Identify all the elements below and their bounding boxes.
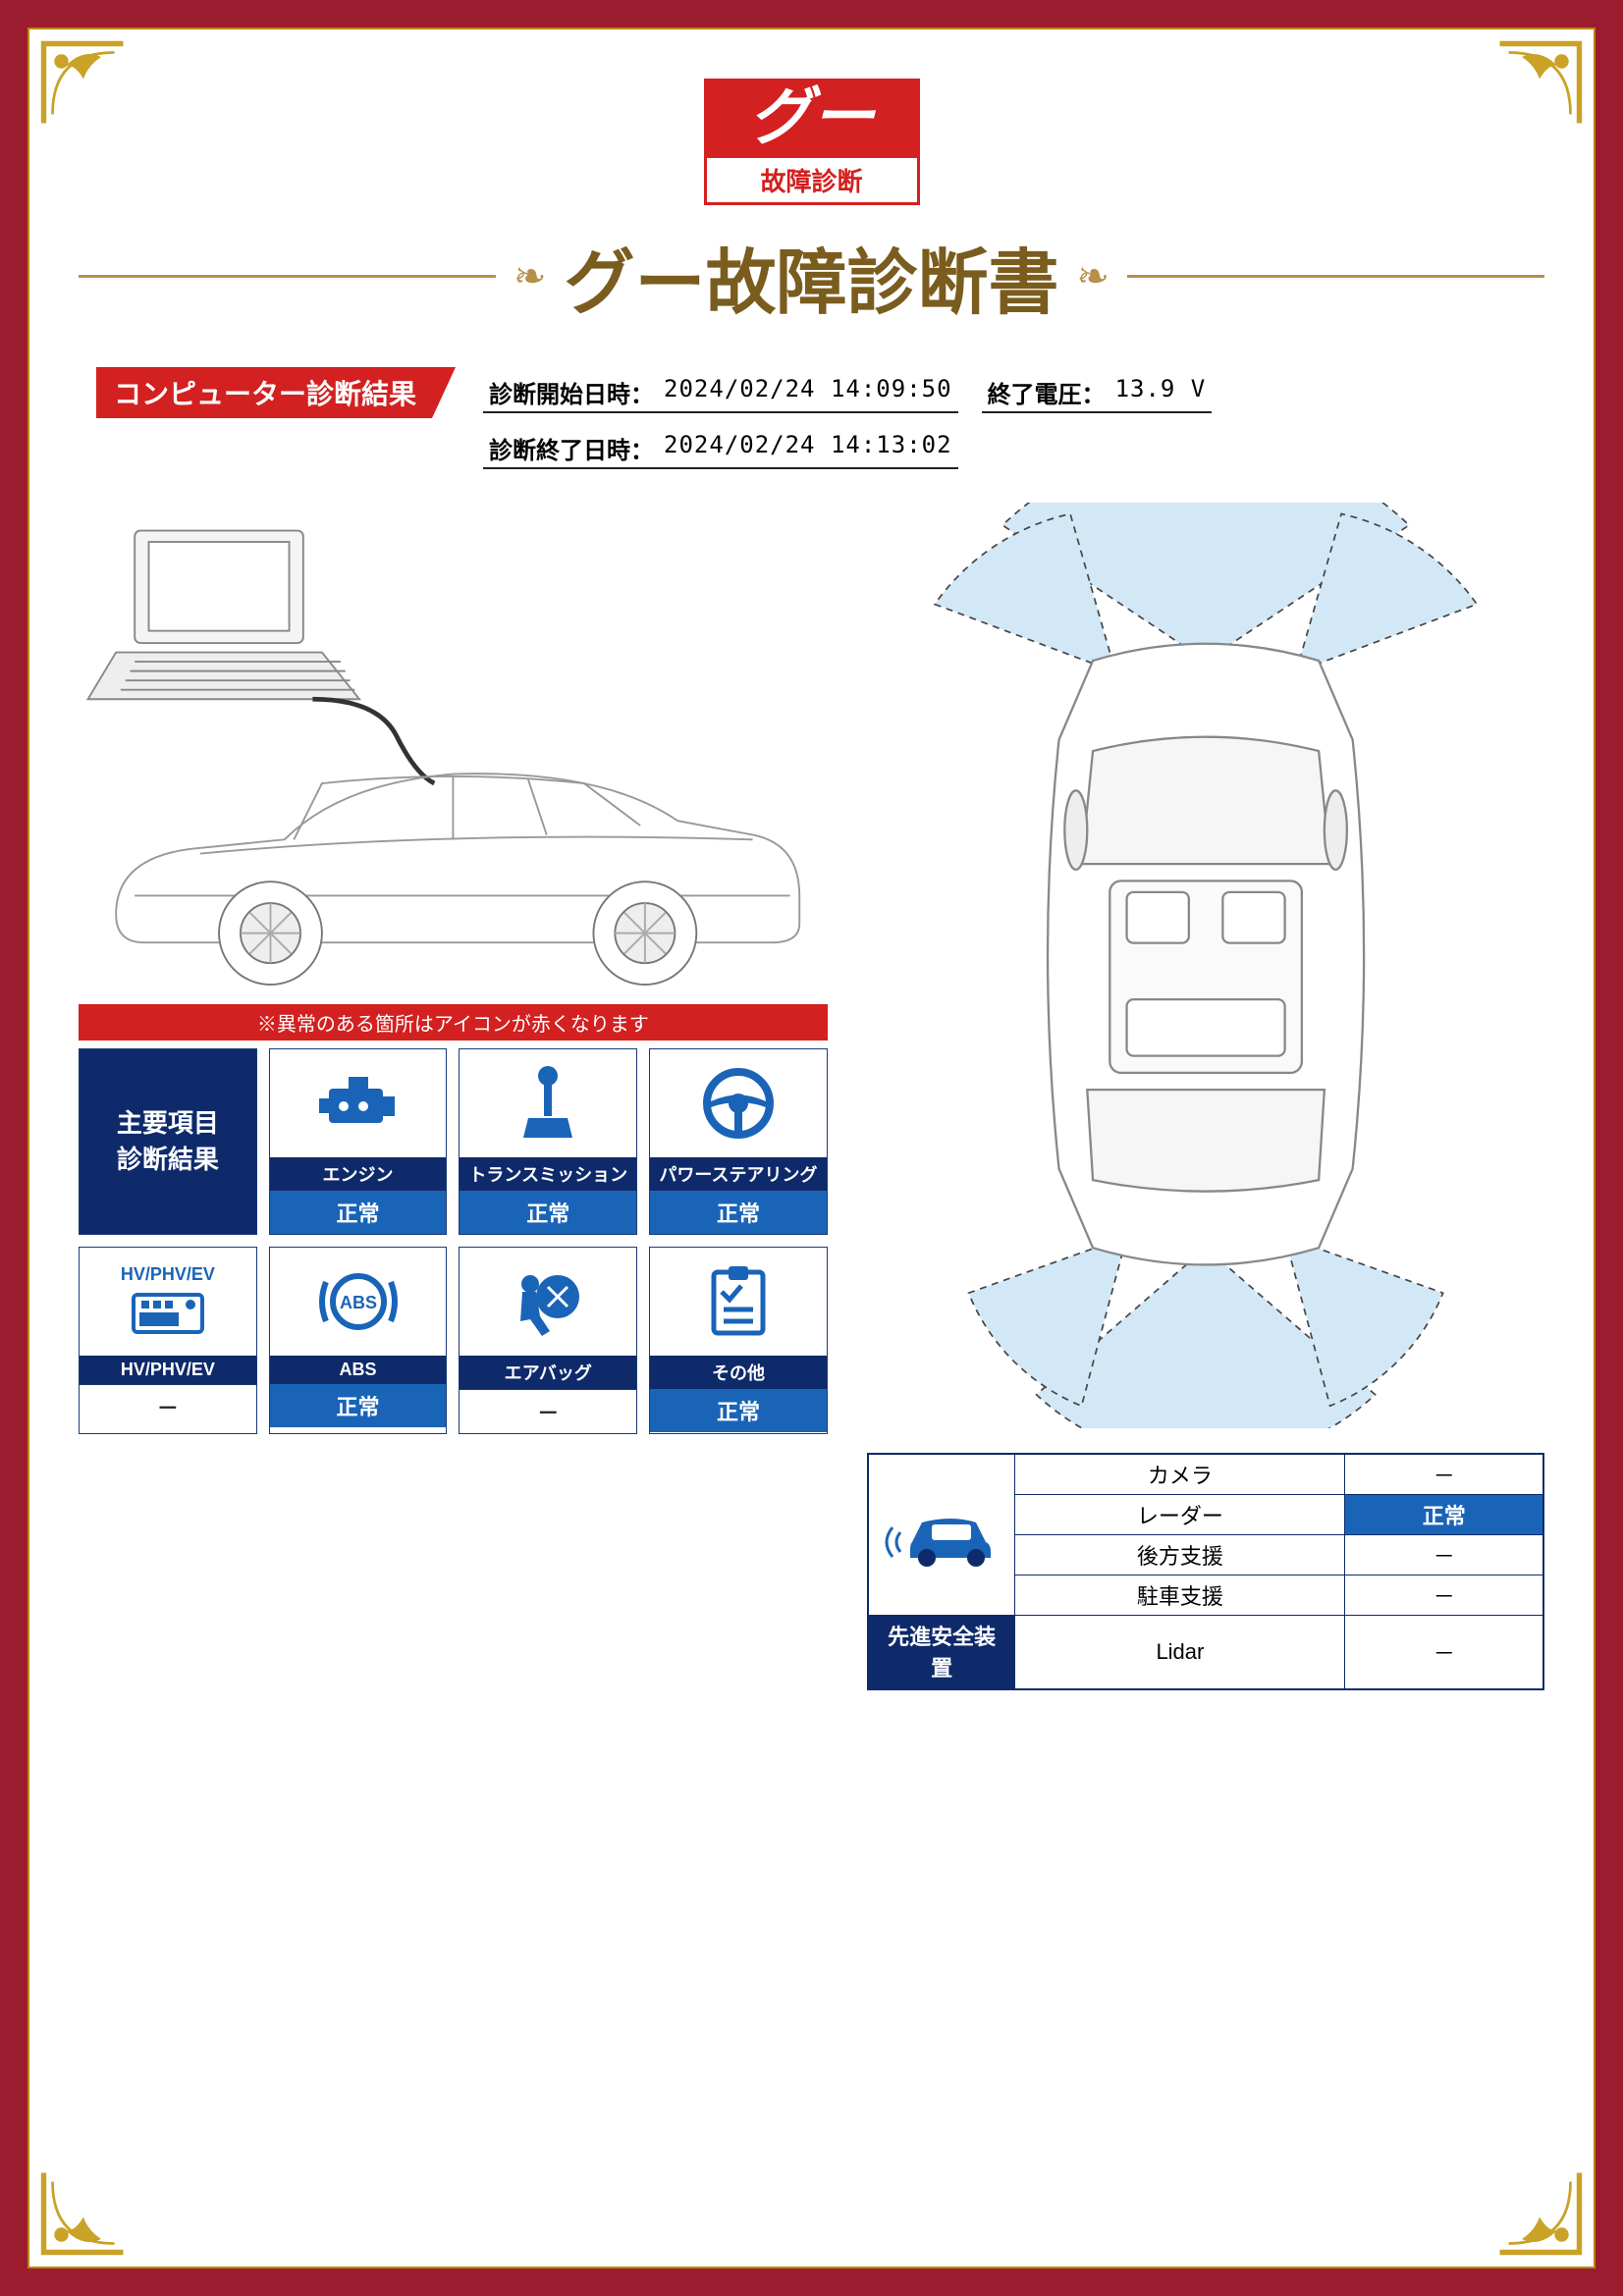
hv-top-text: HV/PHV/EV [121, 1264, 215, 1285]
meta-end-label: 診断終了日時： [489, 431, 654, 465]
notice-text: ※異常のある箇所はアイコンが赤くなります [79, 1004, 828, 1041]
tile-label: HV/PHV/EV [80, 1356, 256, 1384]
tile-status: － [460, 1389, 636, 1433]
tile-hv: HV/PHV/EV HV/PHV/EV － [79, 1247, 257, 1434]
logo-sub: 故障診断 [707, 158, 917, 202]
corner-flourish-icon [1495, 2168, 1584, 2257]
safety-row-label: 後方支援 [1015, 1535, 1345, 1575]
safety-header: 先進安全装置 [868, 1616, 1015, 1690]
meta-end: 診断終了日時： 2024/02/24 14:13:02 [483, 427, 958, 469]
tile-other: その他 正常 [649, 1247, 828, 1434]
safety-row-label: カメラ [1015, 1454, 1345, 1495]
tile-status: 正常 [650, 1389, 827, 1432]
meta-volt-label: 終了電圧： [988, 375, 1106, 409]
meta-volt-value: 13.9 V [1115, 375, 1207, 409]
safety-table: カメラ － レーダー 正常 後方支援 － 駐車支援 － [867, 1453, 1544, 1690]
tile-abs: ABS ABS 正常 [269, 1247, 448, 1434]
brand-logo: グー 故障診断 [704, 79, 920, 205]
corner-flourish-icon [39, 39, 128, 128]
safety-row-label: Lidar [1015, 1616, 1345, 1690]
corner-flourish-icon [1495, 39, 1584, 128]
meta-start-label: 診断開始日時： [489, 375, 654, 409]
tile-header: 主要項目 診断結果 [79, 1048, 257, 1235]
safety-row-value: － [1345, 1575, 1543, 1616]
safety-row-label: 駐車支援 [1015, 1575, 1345, 1616]
steering-wheel-icon [650, 1049, 827, 1157]
airbag-icon [460, 1248, 636, 1356]
safety-car-icon [868, 1454, 1015, 1616]
tile-label: その他 [650, 1356, 827, 1389]
abs-icon: ABS [270, 1248, 447, 1356]
meta-start: 診断開始日時： 2024/02/24 14:09:50 [483, 371, 958, 413]
flourish-right-icon: ❧ [1077, 254, 1110, 299]
logo-main: グー [707, 81, 917, 158]
car-side-diagram: ※異常のある箇所はアイコンが赤くなります 主要項目 診断結果 エンジン 正常 [79, 503, 828, 1434]
tile-engine: エンジン 正常 [269, 1048, 448, 1235]
tile-label: ABS [270, 1356, 447, 1384]
section-banner: コンピューター診断結果 [96, 367, 456, 418]
tile-label: エアバッグ [460, 1356, 636, 1389]
page-title: グー故障診断書 [565, 225, 1059, 328]
tile-power-steering: パワーステアリング 正常 [649, 1048, 828, 1235]
safety-row-value: － [1345, 1535, 1543, 1575]
tile-label: エンジン [270, 1157, 447, 1191]
meta-end-value: 2024/02/24 14:13:02 [664, 431, 952, 465]
tile-status: 正常 [270, 1384, 447, 1427]
tile-transmission: トランスミッション 正常 [459, 1048, 637, 1235]
meta-voltage: 終了電圧： 13.9 V [982, 371, 1213, 413]
car-top-diagram: カメラ － レーダー 正常 後方支援 － 駐車支援 － [867, 503, 1544, 1690]
meta-start-value: 2024/02/24 14:09:50 [664, 375, 952, 409]
tile-label: トランスミッション [460, 1157, 636, 1191]
safety-row-label: レーダー [1015, 1495, 1345, 1535]
tile-airbag: エアバッグ － [459, 1247, 637, 1434]
title-row: ❧ グー故障診断書 ❧ [79, 225, 1544, 328]
safety-row-value: 正常 [1345, 1495, 1543, 1535]
tile-status: 正常 [460, 1191, 636, 1234]
safety-row-value: － [1345, 1616, 1543, 1690]
tile-status: － [80, 1384, 256, 1428]
transmission-icon [460, 1049, 636, 1157]
tile-label: パワーステアリング [650, 1157, 827, 1191]
tile-status: 正常 [650, 1191, 827, 1234]
diagnostic-tile-grid: 主要項目 診断結果 エンジン 正常 トランスミッション [79, 1048, 828, 1434]
tile-status: 正常 [270, 1191, 447, 1234]
engine-icon [270, 1049, 447, 1157]
corner-flourish-icon [39, 2168, 128, 2257]
clipboard-icon [650, 1248, 827, 1356]
safety-row-value: － [1345, 1454, 1543, 1495]
flourish-left-icon: ❧ [514, 254, 547, 299]
hv-icon: HV/PHV/EV [80, 1248, 256, 1356]
svg-text:ABS: ABS [340, 1293, 377, 1312]
tile-header-text: 主要項目 診断結果 [117, 1105, 219, 1177]
